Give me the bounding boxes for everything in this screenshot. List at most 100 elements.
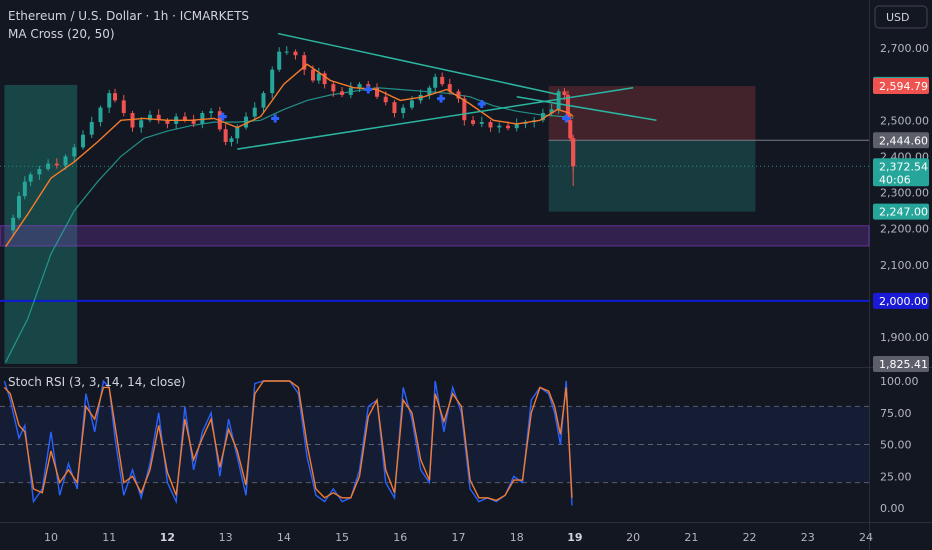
candle-body [147, 114, 152, 121]
candle-body [392, 102, 397, 114]
price-tick-label: 2,700.00 [880, 42, 929, 55]
stoch-tick-label: 50.00 [880, 439, 912, 452]
candle-body [72, 147, 77, 157]
candle-body [427, 87, 432, 95]
candle-body [229, 138, 234, 142]
candle-body [37, 169, 42, 175]
candle-body [209, 111, 214, 114]
candle-body [562, 91, 567, 95]
candle-body [549, 109, 554, 114]
short-position-target-zone [548, 140, 756, 212]
candle-body [556, 91, 561, 110]
candle-body [244, 116, 249, 128]
demand-zone [0, 225, 870, 247]
time-tick-label: 14 [277, 531, 291, 544]
price-tick-label: 2,200.00 [880, 223, 929, 236]
time-tick-label: 23 [801, 531, 815, 544]
stoch-tick-label: 25.00 [880, 470, 912, 483]
candle-body [401, 107, 406, 114]
ma-slow-line [5, 87, 574, 363]
time-tick-label: 19 [567, 531, 582, 544]
price-pane[interactable] [0, 32, 870, 364]
candle-body [540, 113, 545, 121]
candle-body [440, 76, 445, 85]
ma-cross-marker [271, 114, 280, 123]
price-tag-bg [873, 292, 929, 309]
candle-body [497, 125, 502, 128]
candle-body [261, 93, 266, 108]
candle-body [223, 129, 228, 142]
price-tick-label: 2,500.00 [880, 114, 929, 127]
candle-body [331, 84, 336, 92]
time-tick-label: 24 [859, 531, 873, 544]
time-tick-label: 21 [684, 531, 698, 544]
price-tick-label: 2,100.00 [880, 259, 929, 272]
trendline-2[interactable] [237, 86, 634, 150]
candle-body [462, 98, 467, 121]
currency-button[interactable]: USD [874, 5, 928, 29]
candle-body [81, 134, 86, 148]
candle-body [433, 76, 438, 88]
candle-body [316, 73, 321, 81]
candle-body [107, 93, 112, 108]
candle-body [235, 127, 240, 139]
stoch-tick-label: 75.00 [880, 407, 912, 420]
candle-body [182, 116, 187, 121]
price-tag: 2,247.00 [873, 203, 929, 220]
candle-body [63, 156, 68, 166]
price-tag: 2,000.00 [873, 292, 929, 309]
candle-body [471, 120, 476, 124]
candle-body [130, 113, 135, 128]
candle-body [200, 113, 205, 124]
chart-symbol-title: Ethereum / U.S. Dollar · 1h · ICMARKETS [8, 9, 249, 23]
stoch-rsi-title: Stoch RSI (3, 3, 14, 14, close) [8, 375, 186, 389]
candle-body [409, 100, 414, 108]
price-tag-label: 2,247.00 [879, 206, 928, 219]
currency-button-label[interactable]: USD [886, 11, 910, 24]
candle-body [165, 120, 170, 124]
trendline-3[interactable] [516, 96, 657, 121]
last-candle-body [571, 138, 576, 167]
candle-body [156, 114, 161, 121]
candle-body [270, 69, 275, 94]
candle-body [479, 122, 484, 124]
candle-body [322, 73, 327, 85]
time-tick-label: 15 [335, 531, 349, 544]
trendline-1[interactable] [277, 32, 561, 96]
candle-countdown: 40:06 [879, 173, 911, 186]
time-tick-label: 22 [743, 531, 757, 544]
time-tick-label: 13 [219, 531, 233, 544]
candle-body [46, 163, 51, 170]
price-tick-label: 1,900.00 [880, 331, 929, 344]
ma-cross-marker [477, 99, 486, 108]
highlight-box [4, 84, 78, 364]
price-tag-label: 2,444.60 [879, 134, 928, 147]
candle-body [375, 87, 379, 97]
price-tag-label: 2,594.79 [879, 80, 928, 93]
candle-body [54, 163, 59, 166]
price-tick-label: 2,300.00 [880, 187, 929, 200]
ma-cross-indicator-title: MA Cross (20, 50) [8, 27, 115, 41]
price-tag-label: 2,000.00 [879, 295, 928, 308]
candle-body [191, 120, 196, 124]
candle-body [505, 125, 510, 129]
price-tag: 2,594.79 [873, 78, 929, 95]
candle-body [302, 55, 307, 70]
stoch-rsi-pane[interactable] [0, 379, 869, 506]
candle-body [22, 181, 27, 197]
ma-fast-line [5, 63, 574, 248]
ma-cross-marker [218, 112, 227, 121]
price-tag-bg [873, 355, 929, 372]
price-tag-bg [873, 78, 929, 95]
candle-body [28, 174, 33, 182]
candles [11, 46, 576, 236]
candle-body [348, 87, 353, 95]
candle-body [447, 84, 452, 92]
candle-body [456, 91, 461, 99]
price-tag-bg [873, 203, 929, 220]
stoch-tick-label: 0.00 [880, 502, 905, 515]
candle-body [568, 120, 573, 139]
price-tag-label: 2,372.54 [879, 160, 928, 173]
